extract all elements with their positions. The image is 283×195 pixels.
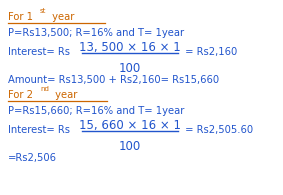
Text: Interest= Rs: Interest= Rs (8, 125, 73, 135)
Text: P=Rs13,500; R=16% and T= 1year: P=Rs13,500; R=16% and T= 1year (8, 28, 184, 38)
Text: P=Rs15,660; R=16% and T= 1year: P=Rs15,660; R=16% and T= 1year (8, 106, 185, 116)
Text: nd: nd (40, 86, 49, 92)
Text: 15, 660 × 16 × 1: 15, 660 × 16 × 1 (79, 119, 181, 132)
Text: year: year (52, 90, 77, 100)
Text: st: st (40, 8, 46, 14)
Text: Amount= Rs13,500 + Rs2,160= Rs15,660: Amount= Rs13,500 + Rs2,160= Rs15,660 (8, 75, 219, 85)
Text: = Rs2,160: = Rs2,160 (182, 47, 237, 57)
Text: = Rs2,505.60: = Rs2,505.60 (182, 125, 253, 135)
Text: =Rs2,506: =Rs2,506 (8, 153, 57, 163)
Text: 100: 100 (119, 140, 141, 153)
Text: 13, 500 × 16 × 1: 13, 500 × 16 × 1 (79, 41, 181, 54)
Text: year: year (49, 12, 74, 22)
Text: 100: 100 (119, 62, 141, 75)
Text: For 1: For 1 (8, 12, 33, 22)
Text: Interest= Rs: Interest= Rs (8, 47, 73, 57)
Text: For 2: For 2 (8, 90, 33, 100)
